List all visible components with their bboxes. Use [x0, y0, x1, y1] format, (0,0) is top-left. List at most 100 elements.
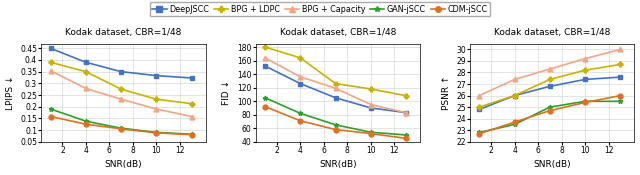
- CDM-jSCC: [616, 94, 624, 97]
- Line: BPG + Capacity: BPG + Capacity: [262, 55, 408, 115]
- Y-axis label: FID ↓: FID ↓: [223, 80, 232, 105]
- CDM-jSCC: [367, 132, 374, 135]
- Line: BPG + LDPC: BPG + LDPC: [477, 62, 623, 110]
- CDM-jSCC: [82, 123, 90, 125]
- Line: DeepJSCC: DeepJSCC: [262, 64, 408, 115]
- DeepJSCC: [188, 77, 195, 79]
- CDM-jSCC: [47, 116, 54, 118]
- BPG + LDPC: [117, 88, 125, 90]
- Line: DeepJSCC: DeepJSCC: [48, 46, 194, 80]
- BPG + LDPC: [152, 98, 160, 100]
- BPG + LDPC: [47, 61, 54, 63]
- CDM-jSCC: [188, 134, 195, 136]
- Line: CDM-jSCC: CDM-jSCC: [48, 114, 194, 137]
- GAN-jSCC: [261, 97, 269, 99]
- Line: GAN-jSCC: GAN-jSCC: [48, 107, 194, 137]
- Title: Kodak dataset, CBR=1/48: Kodak dataset, CBR=1/48: [65, 28, 182, 37]
- BPG + Capacity: [476, 94, 483, 97]
- DeepJSCC: [616, 76, 624, 78]
- BPG + Capacity: [511, 78, 518, 81]
- BPG + LDPC: [402, 95, 410, 97]
- BPG + Capacity: [546, 68, 554, 70]
- Line: BPG + Capacity: BPG + Capacity: [477, 47, 623, 98]
- GAN-jSCC: [476, 131, 483, 134]
- BPG + Capacity: [152, 108, 160, 110]
- X-axis label: SNR(dB): SNR(dB): [319, 160, 356, 169]
- Legend: DeepJSCC, BPG + LDPC, BPG + Capacity, GAN-jSCC, CDM-jSCC: DeepJSCC, BPG + LDPC, BPG + Capacity, GA…: [150, 2, 490, 16]
- GAN-jSCC: [367, 131, 374, 133]
- CDM-jSCC: [152, 132, 160, 134]
- DeepJSCC: [332, 97, 339, 99]
- DeepJSCC: [402, 112, 410, 114]
- Line: CDM-jSCC: CDM-jSCC: [262, 104, 408, 141]
- BPG + Capacity: [581, 58, 589, 60]
- DeepJSCC: [296, 82, 304, 85]
- GAN-jSCC: [402, 134, 410, 136]
- Title: Kodak dataset, CBR=1/48: Kodak dataset, CBR=1/48: [280, 28, 396, 37]
- X-axis label: SNR(dB): SNR(dB): [533, 160, 571, 169]
- Line: DeepJSCC: DeepJSCC: [477, 75, 623, 112]
- BPG + Capacity: [82, 88, 90, 90]
- CDM-jSCC: [511, 121, 518, 123]
- DeepJSCC: [47, 47, 54, 49]
- BPG + Capacity: [261, 57, 269, 59]
- CDM-jSCC: [581, 102, 589, 104]
- BPG + Capacity: [367, 103, 374, 106]
- BPG + Capacity: [332, 87, 339, 89]
- BPG + LDPC: [82, 71, 90, 73]
- BPG + Capacity: [296, 76, 304, 78]
- BPG + Capacity: [616, 48, 624, 50]
- CDM-jSCC: [117, 128, 125, 130]
- DeepJSCC: [581, 78, 589, 81]
- CDM-jSCC: [296, 120, 304, 122]
- Line: BPG + LDPC: BPG + LDPC: [262, 45, 408, 98]
- BPG + Capacity: [402, 112, 410, 114]
- CDM-jSCC: [546, 110, 554, 112]
- CDM-jSCC: [476, 133, 483, 135]
- BPG + LDPC: [261, 46, 269, 48]
- DeepJSCC: [546, 85, 554, 87]
- GAN-jSCC: [188, 133, 195, 135]
- Title: Kodak dataset, CBR=1/48: Kodak dataset, CBR=1/48: [494, 28, 611, 37]
- BPG + Capacity: [188, 116, 195, 118]
- CDM-jSCC: [261, 106, 269, 108]
- DeepJSCC: [117, 71, 125, 73]
- GAN-jSCC: [117, 127, 125, 129]
- DeepJSCC: [511, 94, 518, 97]
- Line: BPG + LDPC: BPG + LDPC: [48, 60, 194, 106]
- BPG + Capacity: [117, 98, 125, 100]
- Line: GAN-jSCC: GAN-jSCC: [477, 99, 623, 135]
- BPG + LDPC: [581, 69, 589, 71]
- GAN-jSCC: [616, 100, 624, 102]
- DeepJSCC: [152, 75, 160, 77]
- BPG + LDPC: [296, 57, 304, 59]
- GAN-jSCC: [511, 123, 518, 125]
- GAN-jSCC: [296, 112, 304, 114]
- BPG + LDPC: [511, 94, 518, 97]
- Line: BPG + Capacity: BPG + Capacity: [48, 68, 194, 119]
- Y-axis label: PSNR ↑: PSNR ↑: [442, 75, 451, 110]
- GAN-jSCC: [546, 106, 554, 108]
- DeepJSCC: [367, 107, 374, 109]
- Y-axis label: LPIPS ↓: LPIPS ↓: [6, 75, 15, 110]
- DeepJSCC: [261, 65, 269, 67]
- GAN-jSCC: [332, 124, 339, 126]
- GAN-jSCC: [82, 120, 90, 122]
- BPG + LDPC: [367, 88, 374, 90]
- BPG + LDPC: [616, 63, 624, 65]
- GAN-jSCC: [47, 108, 54, 110]
- BPG + LDPC: [476, 106, 483, 108]
- BPG + LDPC: [332, 82, 339, 85]
- BPG + LDPC: [188, 103, 195, 105]
- BPG + LDPC: [546, 78, 554, 81]
- Line: GAN-jSCC: GAN-jSCC: [262, 95, 408, 137]
- CDM-jSCC: [402, 137, 410, 139]
- GAN-jSCC: [152, 131, 160, 133]
- DeepJSCC: [82, 61, 90, 63]
- X-axis label: SNR(dB): SNR(dB): [105, 160, 142, 169]
- DeepJSCC: [476, 108, 483, 110]
- CDM-jSCC: [332, 128, 339, 131]
- BPG + Capacity: [47, 70, 54, 72]
- Line: CDM-jSCC: CDM-jSCC: [477, 93, 623, 136]
- GAN-jSCC: [581, 100, 589, 102]
